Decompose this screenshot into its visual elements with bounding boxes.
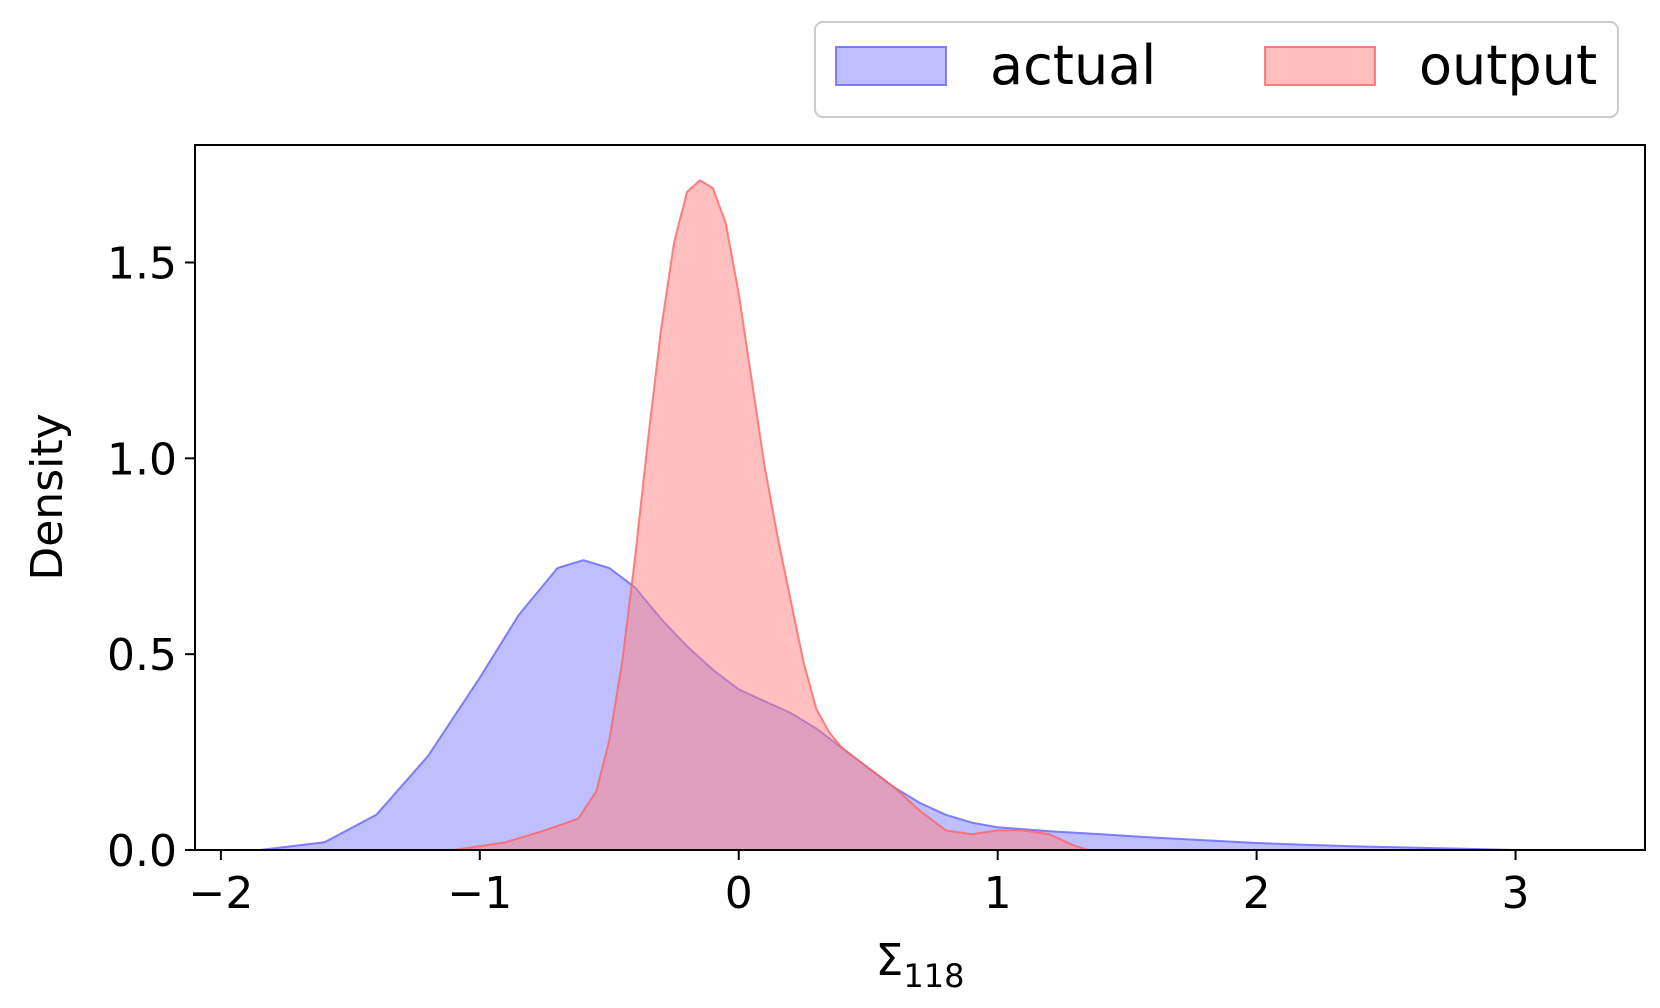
- y-tick-label: 0.0: [107, 826, 177, 877]
- x-axis-label-symbol: Σ: [876, 935, 904, 986]
- legend: actual output: [814, 21, 1619, 118]
- legend-label-output: output: [1419, 34, 1597, 97]
- legend-frame: [814, 21, 1619, 118]
- x-tick-label: 0: [725, 868, 753, 919]
- x-tick-label: −2: [188, 868, 253, 919]
- x-tick-label: 3: [1502, 868, 1530, 919]
- legend-swatch-output: [1264, 46, 1376, 86]
- x-tick-label: 2: [1243, 868, 1271, 919]
- y-axis-label: Density: [22, 413, 73, 580]
- x-tick-label: 1: [984, 868, 1012, 919]
- series-layer: [258, 179, 1517, 851]
- plot-frame: [194, 144, 1646, 851]
- legend-label-actual: actual: [990, 34, 1156, 97]
- y-tick-label: 1.0: [107, 434, 177, 485]
- x-axis: −2 −1 0 1 2 3: [188, 850, 1530, 919]
- x-axis-label: Σ118: [876, 935, 965, 995]
- y-axis: 0.0 0.5 1.0 1.5: [107, 239, 195, 877]
- y-tick-label: 1.5: [107, 239, 177, 290]
- x-axis-label-subscript: 118: [903, 957, 964, 995]
- density-area-output: [452, 179, 1090, 851]
- legend-swatch-actual: [835, 46, 947, 86]
- y-tick-label: 0.5: [107, 630, 177, 681]
- x-tick-label: −1: [447, 868, 512, 919]
